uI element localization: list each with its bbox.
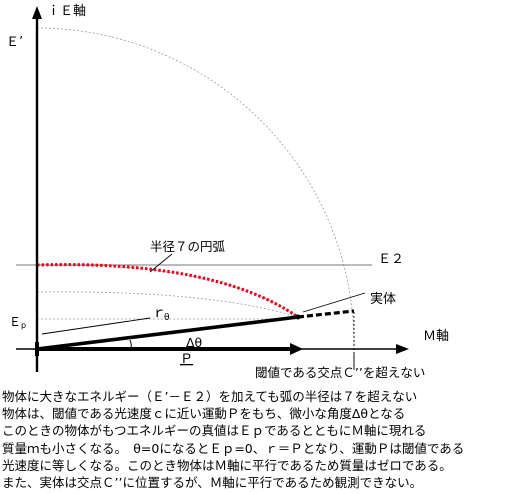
- caption-line: 物体は、閾値である光速度ｃに近い運動Ｐをもち、微小な角度Δθとなる: [2, 406, 406, 422]
- entity-point: [295, 314, 301, 320]
- y-axis-arrow: [32, 6, 42, 19]
- x-axis-arrow: [396, 344, 409, 354]
- ep-subscript: p: [21, 321, 26, 330]
- arc-label: 半径７の円弧: [150, 239, 226, 254]
- arc-label-leader: [149, 253, 173, 273]
- caption-line: 質量ｍも小さくなる。 θ=0になるとＥｐ=0、ｒ＝Ｐとなり、運動Ｐは閾値である: [2, 440, 465, 456]
- radius7-arc: [36, 263, 299, 319]
- entity-label: 実体: [370, 291, 396, 307]
- delta-theta-label: Δθ: [186, 335, 202, 350]
- radius-subscript: θ: [164, 313, 170, 323]
- x-axis-label: Ｍ軸: [423, 329, 449, 344]
- e-prime-label: Ｅ’: [6, 35, 23, 50]
- vector-extension: [297, 309, 355, 319]
- caption-line: 物体に大きなエネルギー（Ｅ’－Ｅ２）を加えても弧の半径は７を超えない: [2, 389, 418, 404]
- e2-label: Ｅ２: [378, 252, 404, 267]
- outer-guide-arc: [36, 27, 355, 347]
- caption-line: また、実体は交点Ｃ’’に位置するが、Ｍ軸に平行であるため観測できない。: [2, 474, 423, 490]
- caption-line: 光速度に等しくなる。このとき物体はＭ軸に平行であるため質量はゼロである。: [2, 457, 452, 473]
- diagram: ｉＥ軸 Ｅ’ Ｅ２ Ｅ p Ｍ軸 半径７の円弧 ｒ θ Δθ Ｐ 実体 閾値であ…: [6, 4, 449, 380]
- threshold-label: 閾値である交点Ｃ’’を超えない: [255, 365, 425, 380]
- radius-label-leader: [41, 317, 151, 335]
- radius-label: ｒ: [152, 305, 166, 321]
- caption-line: このときの物体がもつエネルギーの真値はＥｐであるとともにＭ軸に現れる: [2, 423, 427, 439]
- y-axis-label: ｉＥ軸: [47, 4, 86, 19]
- entity-leader: [302, 292, 366, 313]
- ep-label: Ｅ: [9, 315, 21, 329]
- caption: 物体に大きなエネルギー（Ｅ’－Ｅ２）を加えても弧の半径は７を超えない 物体は、閾…: [2, 388, 516, 491]
- momentum-arrow: [290, 343, 303, 355]
- momentum-label: Ｐ: [180, 352, 193, 367]
- vector-r-theta: [36, 315, 299, 351]
